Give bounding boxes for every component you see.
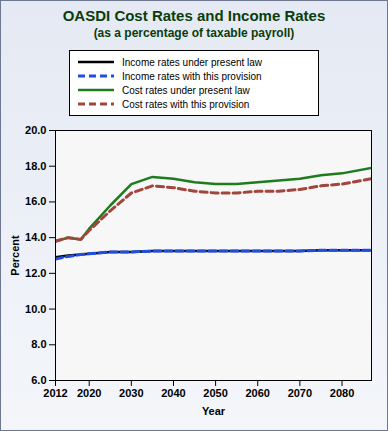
svg-text:12.0: 12.0 <box>25 267 46 279</box>
svg-text:Year: Year <box>202 405 226 417</box>
svg-text:18.0: 18.0 <box>25 160 46 172</box>
svg-text:16.0: 16.0 <box>25 195 46 207</box>
html-text:OASDI Cost Rates and Income Ra: OASDI Cost Rates and Income Rates <box>62 7 326 24</box>
svg-text:Percent: Percent <box>9 235 21 276</box>
svg-text:2012: 2012 <box>43 387 67 399</box>
html-text:Income rates with this provisi: Income rates with this provision <box>122 70 262 82</box>
svg-text:2040: 2040 <box>161 387 185 399</box>
html-text:Cost rates under present law: Cost rates under present law <box>122 84 250 96</box>
svg-text:20.0: 20.0 <box>25 124 46 136</box>
html-text:(as a percentage of taxable pa: (as a percentage of taxable payroll) <box>93 26 295 40</box>
html-text:Income rates under present law: Income rates under present law <box>122 56 263 68</box>
svg-text:6.0: 6.0 <box>31 374 46 386</box>
svg-text:2070: 2070 <box>288 387 312 399</box>
svg-text:2080: 2080 <box>330 387 354 399</box>
svg-text:10.0: 10.0 <box>25 303 46 315</box>
html-text:Cost rates with this provision: Cost rates with this provision <box>122 98 250 110</box>
svg-text:2060: 2060 <box>245 387 269 399</box>
svg-text:8.0: 8.0 <box>31 338 46 350</box>
svg-text:2030: 2030 <box>119 387 143 399</box>
svg-text:14.0: 14.0 <box>25 231 46 243</box>
svg-text:2020: 2020 <box>77 387 101 399</box>
svg-text:2050: 2050 <box>203 387 227 399</box>
